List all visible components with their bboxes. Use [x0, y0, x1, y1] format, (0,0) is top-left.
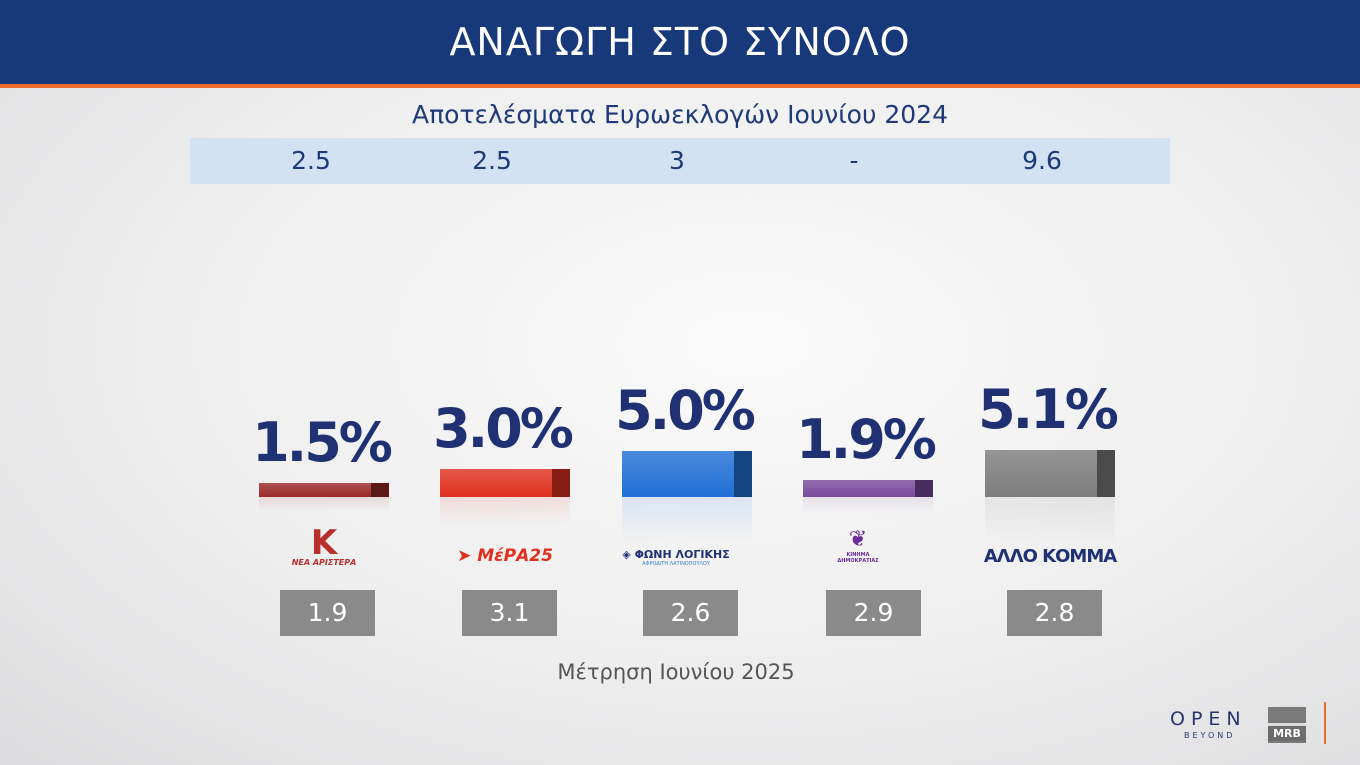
bar [622, 451, 752, 497]
data-label: 5.0% [615, 379, 756, 442]
logo-text: ΝΕΑ ΑΡΙΣΤΕΡΑ [291, 558, 357, 567]
previous-value: 3 [669, 146, 685, 175]
logo-text: ΚΙΝΗΜΑ ΔΗΜΟΚΡΑΤΙΑΣ [837, 552, 879, 564]
open-logo-subtext: BEYOND [1184, 731, 1236, 740]
logo-mera25: ➤ ΜέΡΑ25 [457, 546, 553, 566]
previous-value: 2.5 [472, 146, 512, 175]
bar-reflection [259, 497, 389, 511]
previous-poll-value: 2.6 [643, 590, 738, 636]
bar-reflection [622, 497, 752, 543]
bar-reflection [440, 497, 570, 525]
bar [440, 469, 570, 497]
logo-text: ΦΩΝΗ ΛΟΓΙΚΗΣ [634, 548, 730, 561]
previous-poll-value: 2.8 [1007, 590, 1102, 636]
logo-foni-logikis: ◈ ΦΩΝΗ ΛΟΓΙΚΗΣ ΑΦΡΟΔΙΤΗ ΛΑΤΙΝΟΠΟΥΛΟΥ [596, 548, 756, 567]
divider [1324, 702, 1326, 744]
bar [803, 480, 933, 497]
data-label: 5.1% [978, 378, 1119, 441]
previous-value: - [849, 146, 859, 175]
data-label: 1.5% [252, 411, 393, 474]
bar [985, 450, 1115, 497]
previous-value: 2.5 [291, 146, 331, 175]
previous-poll-value: 3.1 [462, 590, 557, 636]
open-logo: OPEN [1170, 708, 1247, 730]
previous-value: 9.6 [1022, 146, 1062, 175]
previous-poll-value: 1.9 [280, 590, 375, 636]
bar [259, 483, 389, 497]
logo-nea-aristera: K ΝΕΑ ΑΡΙΣΤΕΡΑ [244, 526, 404, 567]
bar-reflection [985, 497, 1115, 544]
logo-text: ΜέΡΑ25 [477, 546, 553, 566]
header-bar: ΑΝΑΓΩΓΗ ΣΤΟ ΣΥΝΟΛΟ [0, 0, 1360, 88]
previous-poll-value: 2.9 [826, 590, 921, 636]
logo-allo-komma: ΑΛΛΟ ΚΟΜΜΑ [983, 546, 1117, 567]
bar-reflection [803, 497, 933, 514]
logo-subtext: ΑΦΡΟΔΙΤΗ ΛΑΤΙΝΟΠΟΥΛΟΥ [642, 561, 710, 567]
previous-results-strip: 2.5 2.5 3 - 9.6 [190, 138, 1170, 184]
data-label: 1.9% [796, 408, 937, 471]
page-title: ΑΝΑΓΩΓΗ ΣΤΟ ΣΥΝΟΛΟ [449, 20, 911, 64]
mrb-logo-text: MRB [1268, 723, 1306, 741]
previous-results-title: Αποτελέσματα Ευρωεκλογών Ιουνίου 2024 [412, 100, 948, 129]
footer-note: Μέτρηση Ιουνίου 2025 [557, 660, 795, 684]
mrb-logo: MRB [1268, 707, 1306, 743]
data-label: 3.0% [433, 397, 574, 460]
logo-kinima-dimokratias: ❦ ΚΙΝΗΜΑ ΔΗΜΟΚΡΑΤΙΑΣ [778, 528, 938, 565]
